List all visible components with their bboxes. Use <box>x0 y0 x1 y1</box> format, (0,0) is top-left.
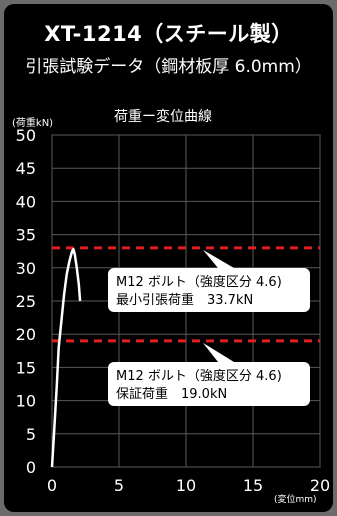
callout-text-line1: M12 ボルト（強度区分 4.6) <box>116 274 282 290</box>
y-tick-label: 25 <box>16 292 36 311</box>
x-tick-label: 15 <box>243 476 263 495</box>
y-tick-label: 45 <box>16 159 36 178</box>
y-tick-label: 30 <box>16 259 36 278</box>
y-tick-label: 50 <box>16 126 36 145</box>
y-tick-label: 10 <box>16 392 36 411</box>
callout-text-line2: 保証荷重 19.0kN <box>116 386 227 402</box>
x-tick-label: 5 <box>114 476 124 495</box>
callout-pointer <box>203 249 234 268</box>
y-axis-label: (荷重kN) <box>12 118 54 129</box>
page-title: XT-1214（スチール製） <box>44 22 293 46</box>
y-tick-label: 20 <box>16 325 36 344</box>
chart-title: 荷重ー変位曲線 <box>114 109 212 125</box>
y-tick-label: 40 <box>16 192 36 211</box>
y-tick-label: 15 <box>16 358 36 377</box>
callout-box <box>108 362 310 406</box>
x-tick-label: 0 <box>47 476 57 495</box>
callout-text-line1: M12 ボルト（強度区分 4.6) <box>116 368 282 384</box>
callout-text-line2: 最小引張荷重 33.7kN <box>116 292 253 308</box>
x-tick-label: 10 <box>176 476 196 495</box>
y-tick-label: 5 <box>26 425 36 444</box>
y-tick-label: 0 <box>26 458 36 477</box>
series-line <box>50 247 82 468</box>
y-tick-label: 35 <box>16 226 36 245</box>
callout-box <box>108 268 310 312</box>
page-subtitle: 引張試験データ（鋼材板厚 6.0mm） <box>25 57 312 77</box>
callout-pointer <box>203 342 234 362</box>
x-tick-label: 20 <box>310 476 330 495</box>
x-axis-label: (変位mm) <box>274 495 317 505</box>
